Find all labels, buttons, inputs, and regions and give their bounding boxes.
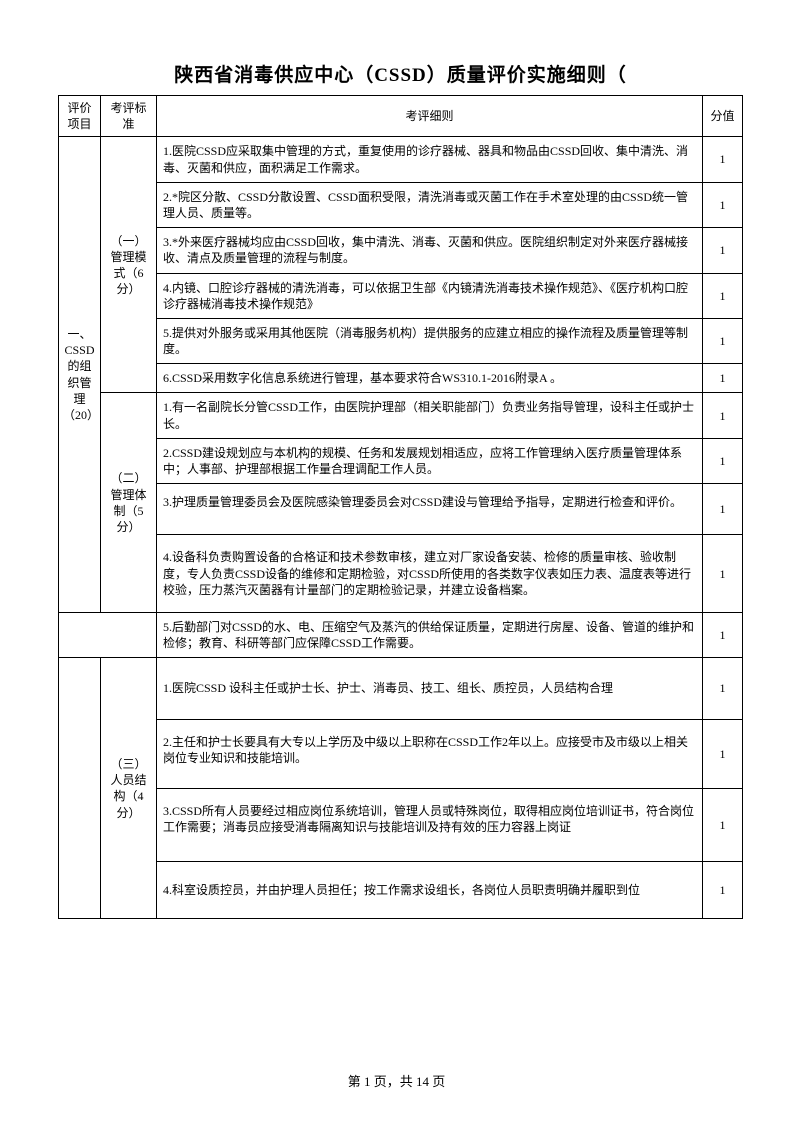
table-row: 5.提供对外服务或采用其他医院（消毒服务机构）提供服务的应建立相应的操作流程及质…	[59, 318, 743, 363]
standard-cell-blank	[59, 612, 157, 657]
score-cell: 1	[703, 862, 743, 919]
detail-cell: 1.有一名副院长分管CSSD工作，由医院护理部（相关职能部门）负责业务指导管理，…	[157, 393, 703, 438]
detail-cell: 5.提供对外服务或采用其他医院（消毒服务机构）提供服务的应建立相应的操作流程及质…	[157, 318, 703, 363]
standard-cell: （二）管理体制（5分）	[101, 393, 157, 613]
table-row: 3.*外来医疗器械均应由CSSD回收，集中清洗、消毒、灭菌和供应。医院组织制定对…	[59, 228, 743, 273]
document-title: 陕西省消毒供应中心（CSSD）质量评价实施细则（	[58, 60, 743, 87]
score-cell: 1	[703, 273, 743, 318]
detail-cell: 3.CSSD所有人员要经过相应岗位系统培训，管理人员或特殊岗位，取得相应岗位培训…	[157, 788, 703, 861]
detail-cell: 2.*院区分散、CSSD分散设置、CSSD面积受限，清洗消毒或灭菌工作在手术室处…	[157, 182, 703, 227]
detail-cell: 5.后勤部门对CSSD的水、电、压缩空气及蒸汽的供给保证质量，定期进行房屋、设备…	[157, 612, 703, 657]
header-detail: 考评细则	[157, 96, 703, 137]
project-cell: 一、CSSD的组织管理（20）	[59, 137, 101, 613]
table-row: 2.CSSD建设规划应与本机构的规模、任务和发展规划相适应，应将工作管理纳入医疗…	[59, 438, 743, 483]
table-row: 4.科室设质控员，并由护理人员担任；按工作需求设组长，各岗位人员职责明确并履职到…	[59, 862, 743, 919]
table-row: 一、CSSD的组织管理（20） （一）管理模式（6分） 1.医院CSSD应采取集…	[59, 137, 743, 182]
page-footer: 第 1 页，共 14 页	[0, 1071, 793, 1090]
table-row: 4.内镜、口腔诊疗器械的清洗消毒，可以依据卫生部《内镜清洗消毒技术操作规范》、《…	[59, 273, 743, 318]
evaluation-table: 评价项目 考评标准 考评细则 分值 一、CSSD的组织管理（20） （一）管理模…	[58, 95, 743, 919]
score-cell: 1	[703, 484, 743, 535]
table-row: 4.设备科负责购置设备的合格证和技术参数审核，建立对厂家设备安装、检修的质量审核…	[59, 535, 743, 613]
detail-cell: 6.CSSD采用数字化信息系统进行管理，基本要求符合WS310.1-2016附录…	[157, 364, 703, 393]
score-cell: 1	[703, 788, 743, 861]
score-cell: 1	[703, 535, 743, 613]
table-row: （二）管理体制（5分） 1.有一名副院长分管CSSD工作，由医院护理部（相关职能…	[59, 393, 743, 438]
score-cell: 1	[703, 318, 743, 363]
score-cell: 1	[703, 228, 743, 273]
table-row: 2.主任和护士长要具有大专以上学历及中级以上职称在CSSD工作2年以上。应接受市…	[59, 719, 743, 788]
table-header-row: 评价项目 考评标准 考评细则 分值	[59, 96, 743, 137]
detail-cell: 3.*外来医疗器械均应由CSSD回收，集中清洗、消毒、灭菌和供应。医院组织制定对…	[157, 228, 703, 273]
standard-cell: （一）管理模式（6分）	[101, 137, 157, 393]
score-cell: 1	[703, 612, 743, 657]
detail-cell: 4.设备科负责购置设备的合格证和技术参数审核，建立对厂家设备安装、检修的质量审核…	[157, 535, 703, 613]
detail-cell: 3.护理质量管理委员会及医院感染管理委员会对CSSD建设与管理给予指导，定期进行…	[157, 484, 703, 535]
table-row: （三）人员结构（4分） 1.医院CSSD 设科主任或护士长、护士、消毒员、技工、…	[59, 658, 743, 719]
score-cell: 1	[703, 658, 743, 719]
score-cell: 1	[703, 438, 743, 483]
detail-cell: 4.科室设质控员，并由护理人员担任；按工作需求设组长，各岗位人员职责明确并履职到…	[157, 862, 703, 919]
table-row: 6.CSSD采用数字化信息系统进行管理，基本要求符合WS310.1-2016附录…	[59, 364, 743, 393]
table-row: 2.*院区分散、CSSD分散设置、CSSD面积受限，清洗消毒或灭菌工作在手术室处…	[59, 182, 743, 227]
detail-cell: 2.CSSD建设规划应与本机构的规模、任务和发展规划相适应，应将工作管理纳入医疗…	[157, 438, 703, 483]
table-row: 5.后勤部门对CSSD的水、电、压缩空气及蒸汽的供给保证质量，定期进行房屋、设备…	[59, 612, 743, 657]
header-score: 分值	[703, 96, 743, 137]
detail-cell: 2.主任和护士长要具有大专以上学历及中级以上职称在CSSD工作2年以上。应接受市…	[157, 719, 703, 788]
detail-cell: 1.医院CSSD应采取集中管理的方式，重复使用的诊疗器械、器具和物品由CSSD回…	[157, 137, 703, 182]
standard-cell: （三）人员结构（4分）	[101, 658, 157, 919]
table-row: 3.护理质量管理委员会及医院感染管理委员会对CSSD建设与管理给予指导，定期进行…	[59, 484, 743, 535]
header-standard: 考评标准	[101, 96, 157, 137]
score-cell: 1	[703, 364, 743, 393]
score-cell: 1	[703, 137, 743, 182]
score-cell: 1	[703, 719, 743, 788]
detail-cell: 4.内镜、口腔诊疗器械的清洗消毒，可以依据卫生部《内镜清洗消毒技术操作规范》、《…	[157, 273, 703, 318]
header-project: 评价项目	[59, 96, 101, 137]
score-cell: 1	[703, 182, 743, 227]
score-cell: 1	[703, 393, 743, 438]
detail-cell: 1.医院CSSD 设科主任或护士长、护士、消毒员、技工、组长、质控员，人员结构合…	[157, 658, 703, 719]
table-row: 3.CSSD所有人员要经过相应岗位系统培训，管理人员或特殊岗位，取得相应岗位培训…	[59, 788, 743, 861]
project-cell-blank	[59, 658, 101, 919]
